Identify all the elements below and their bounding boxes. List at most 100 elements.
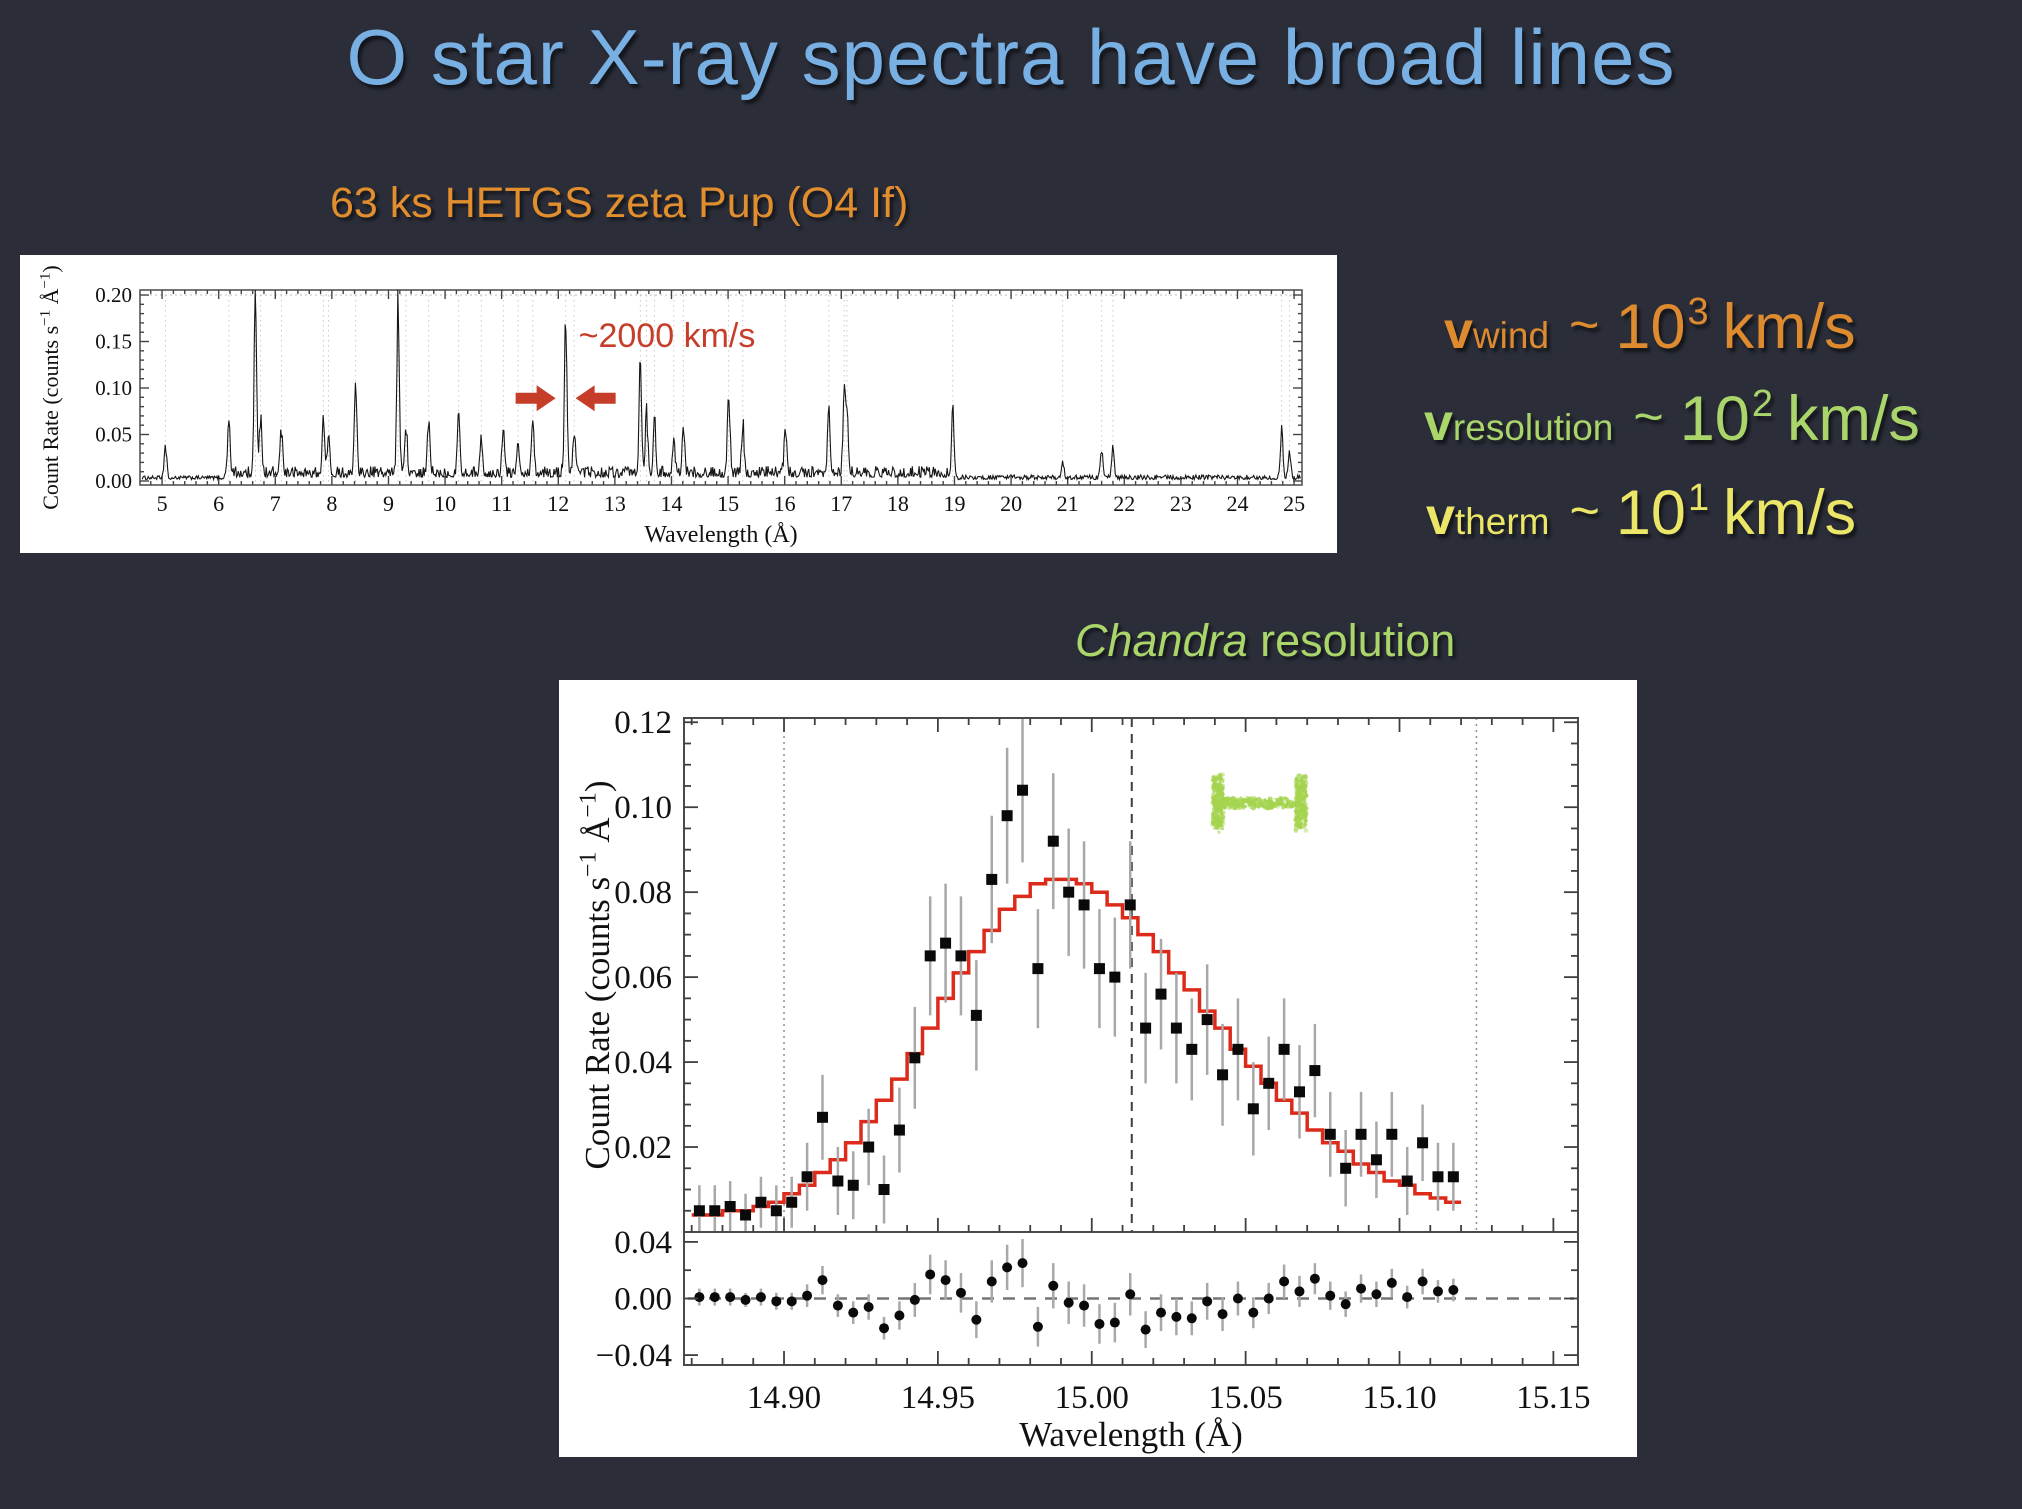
- residual-point: [1156, 1307, 1167, 1318]
- data-point: [1017, 784, 1029, 796]
- power-of-ten: 10: [1615, 478, 1686, 548]
- velocity-unit: km/s: [1722, 292, 1856, 362]
- spectrum-trace: [141, 290, 1301, 482]
- residual-point: [925, 1269, 936, 1280]
- data-point: [986, 873, 998, 885]
- data-point: [970, 1009, 982, 1021]
- residual-point: [725, 1292, 736, 1303]
- data-point: [801, 1171, 813, 1183]
- svg-text:0.06: 0.06: [614, 960, 672, 996]
- line-position-markers: [140, 290, 1302, 485]
- svg-text:−0.04: −0.04: [596, 1338, 672, 1374]
- data-point: [1247, 1103, 1259, 1115]
- data-point: [955, 950, 967, 962]
- velocity-unit: km/s: [1786, 384, 1920, 454]
- velocity-line-wind: v wind ~10 3 km/s: [1444, 291, 1856, 363]
- svg-text:14.90: 14.90: [747, 1380, 821, 1416]
- data-point: [724, 1201, 736, 1213]
- svg-text:12: 12: [547, 491, 569, 516]
- data-point: [816, 1111, 828, 1123]
- power-of-ten: 10: [1679, 384, 1750, 454]
- data-point: [847, 1179, 859, 1191]
- svg-text:0.04: 0.04: [614, 1045, 672, 1081]
- velocity-symbol: v: [1424, 394, 1453, 452]
- velocity-line-resolution: v resolution ~10 2 km/s: [1424, 383, 1920, 455]
- velocity-symbol: v: [1444, 302, 1473, 360]
- data-point: [1293, 1086, 1305, 1098]
- residual-point: [1417, 1276, 1428, 1287]
- svg-text:21: 21: [1057, 491, 1079, 516]
- velocity-unit: km/s: [1723, 478, 1857, 548]
- residual-point: [1309, 1273, 1320, 1284]
- residual-point: [1079, 1300, 1090, 1311]
- exponent: 2: [1751, 383, 1773, 425]
- residual-point: [986, 1276, 997, 1287]
- data-point: [832, 1175, 844, 1187]
- data-point: [1263, 1077, 1275, 1089]
- residual-point: [863, 1301, 874, 1312]
- red-arrow-icon: [575, 385, 616, 412]
- svg-text:0.12: 0.12: [614, 705, 672, 741]
- model-step-line: [691, 877, 1462, 1217]
- svg-text:Count Rate (counts s−1​ Å−1​): Count Rate (counts s−1​ Å−1​): [576, 781, 617, 1170]
- data-point: [878, 1184, 890, 1196]
- data-point: [786, 1196, 798, 1208]
- line-profile-chart: 0.02 0.04 0.06 0.08 0.10 0.12 −0.04 0.00 0.04 14.…: [576, 705, 1591, 1454]
- spectrum-panel-label: 63 ks HETGS zeta Pup (O4 If): [330, 179, 909, 227]
- data-point: [940, 937, 952, 949]
- data-point: [1186, 1043, 1198, 1055]
- residual-point: [1279, 1276, 1290, 1287]
- svg-text:0.02: 0.02: [614, 1130, 672, 1166]
- svg-text:6: 6: [213, 491, 224, 516]
- residual-point: [1017, 1258, 1028, 1269]
- data-point: [1093, 963, 1105, 975]
- chandra-resolution-label: Chandra resolution: [1075, 615, 1455, 667]
- residual-point: [771, 1296, 782, 1307]
- residual-point: [740, 1294, 751, 1305]
- residual-point: [1094, 1318, 1105, 1329]
- approx-tilde: ~: [1633, 388, 1664, 446]
- svg-text:0.08: 0.08: [614, 875, 672, 911]
- svg-text:20: 20: [1000, 491, 1022, 516]
- svg-text:7: 7: [270, 491, 281, 516]
- svg-text:0.04: 0.04: [614, 1225, 672, 1261]
- data-point: [1232, 1043, 1244, 1055]
- data-point: [1370, 1154, 1382, 1166]
- resolution-bar: [1210, 772, 1309, 834]
- svg-text:0.10: 0.10: [614, 790, 672, 826]
- residual-point: [894, 1310, 905, 1321]
- data-point: [1417, 1137, 1429, 1149]
- data-point: [909, 1052, 921, 1064]
- data-point: [1078, 899, 1090, 911]
- residual-point: [1171, 1311, 1182, 1322]
- svg-text:15: 15: [717, 491, 739, 516]
- residual-point: [1294, 1286, 1305, 1297]
- residual-points: [688, 1239, 1574, 1349]
- svg-text:23: 23: [1170, 491, 1192, 516]
- axes-frame: [683, 717, 1579, 1366]
- svg-text:11: 11: [491, 491, 512, 516]
- residual-point: [1217, 1309, 1228, 1320]
- residual-point: [1263, 1293, 1274, 1304]
- line-profile-panel: 0.02 0.04 0.06 0.08 0.10 0.12 −0.04 0.00 0.04 14.…: [559, 680, 1637, 1457]
- svg-text:15.05: 15.05: [1209, 1380, 1283, 1416]
- svg-text:15.00: 15.00: [1055, 1380, 1129, 1416]
- velocity-subscript: therm: [1454, 501, 1550, 542]
- svg-text:Wavelength (Å): Wavelength (Å): [1019, 1415, 1243, 1454]
- residual-point: [971, 1314, 982, 1325]
- svg-text:0.20: 0.20: [95, 283, 132, 307]
- residual-point: [786, 1296, 797, 1307]
- residual-point: [1248, 1307, 1259, 1318]
- residual-point: [1048, 1280, 1059, 1291]
- residual-point: [1371, 1289, 1382, 1300]
- data-point: [1340, 1162, 1352, 1174]
- residual-point: [1402, 1292, 1413, 1303]
- data-point: [1063, 886, 1075, 898]
- svg-text:17: 17: [830, 491, 852, 516]
- velocity-width-label: ~2000 km/s: [579, 317, 756, 355]
- data-point: [1001, 810, 1013, 822]
- hetgs-spectrum-chart: 0.00 0.05 0.10 0.15 0.20 5 6 7 8 9 10 11 12 13 14 15 16 1…: [38, 265, 1305, 548]
- data-point: [1278, 1043, 1290, 1055]
- slide-title: O star X-ray spectra have broad lines: [346, 13, 1676, 101]
